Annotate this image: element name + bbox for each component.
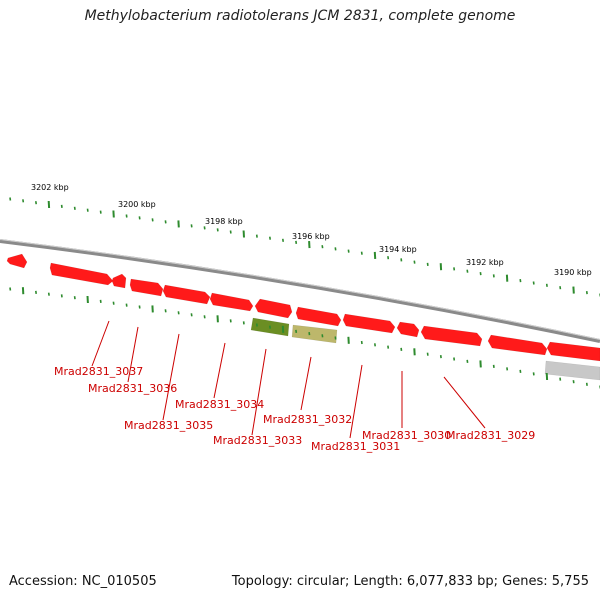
gene-arrow[interactable] <box>546 341 600 362</box>
gene-arrow[interactable] <box>487 334 548 356</box>
kbp-label: 3196 kbp <box>292 232 330 241</box>
genome-backbone <box>0 239 600 343</box>
gene-label-leader <box>251 348 267 436</box>
genome-title: Methylobacterium radiotolerans JCM 2831,… <box>84 8 516 24</box>
gene-arrow[interactable] <box>49 262 114 286</box>
upper-scale-track <box>9 197 600 297</box>
gene-arrow[interactable] <box>291 324 338 344</box>
gene-label-leader <box>91 320 110 367</box>
kbp-label: 3190 kbp <box>554 268 592 277</box>
kbp-label: 3192 kbp <box>466 258 504 267</box>
gene-arrow[interactable] <box>6 253 28 269</box>
gene-arrow[interactable] <box>396 321 420 338</box>
kbp-labels: 3202 kbp 3200 kbp 3198 kbp 3196 kbp 3194 kbp… <box>31 183 592 277</box>
gene-label-leader <box>127 326 139 383</box>
gene-arrow[interactable] <box>420 325 483 347</box>
gene-arrow[interactable] <box>254 298 293 319</box>
gene-arrows <box>6 253 600 381</box>
gene-label-leader <box>213 342 226 399</box>
gene-arrow[interactable] <box>295 306 342 327</box>
gene-label[interactable]: Mrad2831_3034 <box>175 398 264 411</box>
lower-scale-track <box>9 287 600 389</box>
accession-text: Accession: NC_010505 <box>9 574 157 589</box>
gene-label[interactable]: Mrad2831_3037 <box>54 365 143 378</box>
kbp-label: 3194 kbp <box>379 245 417 254</box>
gene-arrow[interactable] <box>544 360 600 381</box>
gene-arrow[interactable] <box>129 278 164 297</box>
gene-label[interactable]: Mrad2831_3030 <box>362 429 451 442</box>
genome-stats-text: Topology: circular; Length: 6,077,833 bp… <box>231 574 589 589</box>
gene-label[interactable]: Mrad2831_3029 <box>446 429 535 442</box>
gene-label[interactable]: Mrad2831_3033 <box>213 434 302 447</box>
gene-arrow[interactable] <box>162 284 211 305</box>
gene-arrow[interactable] <box>111 273 127 289</box>
kbp-label: 3200 kbp <box>118 200 156 209</box>
gene-labels: Mrad2831_3037 Mrad2831_3036 Mrad2831_303… <box>54 365 535 453</box>
backbone-highlight <box>0 239 600 340</box>
kbp-label: 3198 kbp <box>205 217 243 226</box>
gene-label-leaders <box>91 320 486 439</box>
gene-label-leader <box>349 364 363 439</box>
gene-label[interactable]: Mrad2831_3035 <box>124 419 213 432</box>
gene-arrow[interactable] <box>342 313 396 334</box>
gene-label-leader <box>300 356 312 411</box>
kbp-label: 3202 kbp <box>31 183 69 192</box>
gene-label[interactable]: Mrad2831_3031 <box>311 440 400 453</box>
gene-label[interactable]: Mrad2831_3032 <box>263 413 352 426</box>
gene-label-leader <box>162 333 180 421</box>
gene-label[interactable]: Mrad2831_3036 <box>88 382 177 395</box>
gene-arrow[interactable] <box>209 292 254 312</box>
gene-label-leader <box>443 376 486 429</box>
